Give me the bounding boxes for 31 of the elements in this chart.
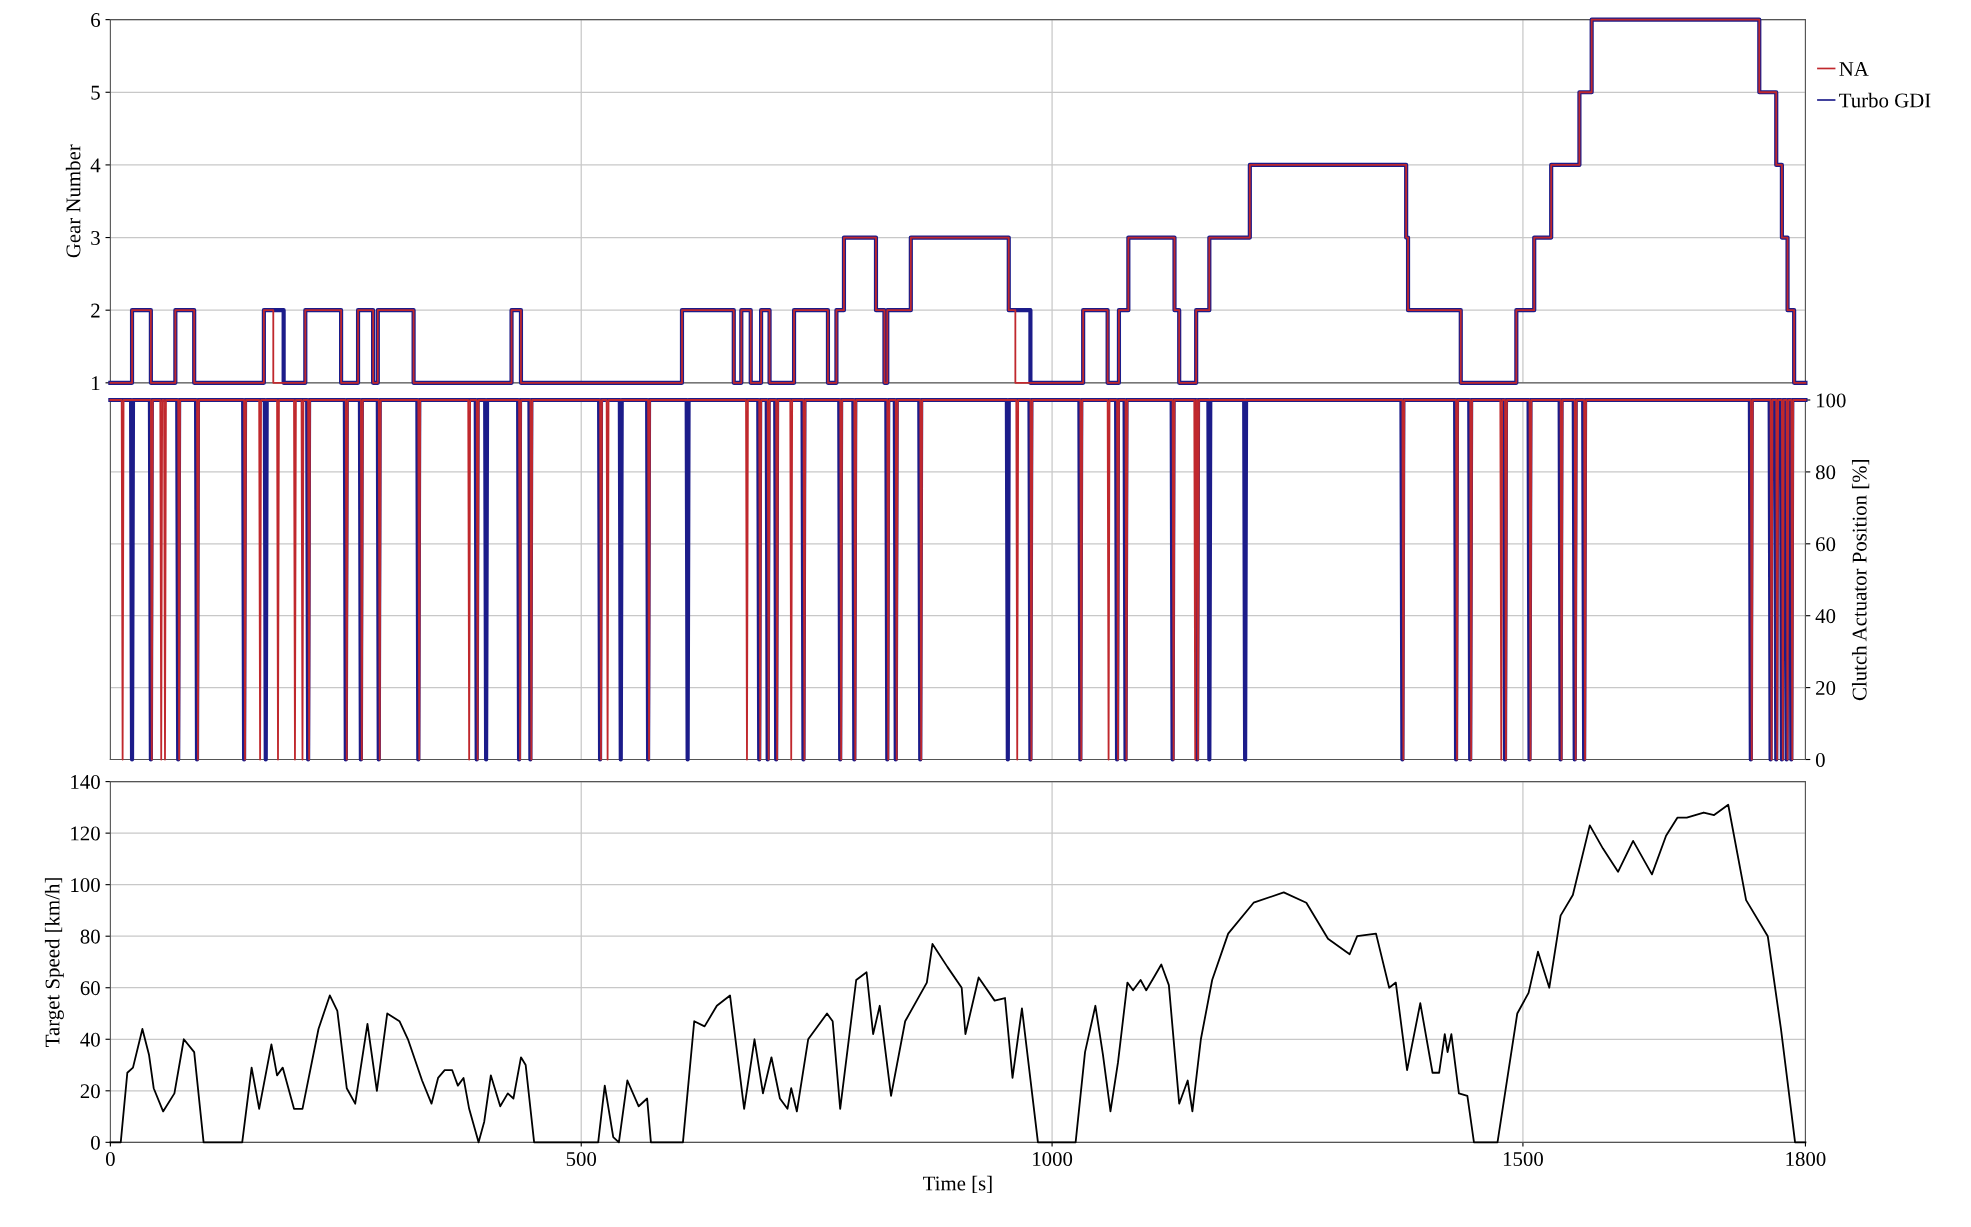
y-tick-label: 100 bbox=[71, 878, 100, 893]
x-tick-label: 1500 bbox=[1503, 1151, 1543, 1167]
y-tick-label: 5 bbox=[91, 85, 100, 100]
y-tick-label: 20 bbox=[1816, 680, 1836, 696]
y-tick-label: 40 bbox=[80, 1032, 100, 1047]
y-tick-label: 60 bbox=[1816, 537, 1836, 552]
y-tick-label: 0 bbox=[1815, 752, 1825, 767]
x-tick-label: 1800 bbox=[1786, 1151, 1826, 1167]
y-tick-label: 80 bbox=[1815, 465, 1836, 480]
y-tick-label: 6 bbox=[91, 13, 101, 28]
y-axis-title: Clutch Actuator Position [%] bbox=[1851, 460, 1870, 701]
y-tick-label: 2 bbox=[91, 303, 100, 318]
x-tick-label: 1000 bbox=[1033, 1151, 1073, 1167]
y-tick-label: 140 bbox=[71, 774, 100, 790]
y-tick-label: 100 bbox=[1816, 393, 1846, 408]
y-axis-title: Target Speed [km/h] bbox=[44, 878, 64, 1047]
y-tick-label: 0 bbox=[91, 1135, 100, 1150]
y-tick-label: 120 bbox=[71, 826, 100, 841]
y-tick-label: 80 bbox=[80, 929, 100, 944]
y-tick-label: 20 bbox=[80, 1084, 100, 1099]
legend-label: NA bbox=[1839, 62, 1869, 76]
y-tick-label: 3 bbox=[91, 230, 100, 245]
y-tick-label: 40 bbox=[1815, 609, 1836, 624]
y-axis-title: Gear Number bbox=[65, 144, 81, 258]
y-tick-label: 60 bbox=[80, 981, 100, 996]
x-tick-label: 500 bbox=[566, 1151, 597, 1167]
y-tick-label: 4 bbox=[90, 158, 101, 173]
y-tick-label: 1 bbox=[92, 376, 100, 391]
x-tick-label: 0 bbox=[105, 1151, 115, 1167]
x-axis-title: Time [s] bbox=[923, 1175, 992, 1194]
legend-label: Turbo GDI bbox=[1839, 92, 1931, 108]
